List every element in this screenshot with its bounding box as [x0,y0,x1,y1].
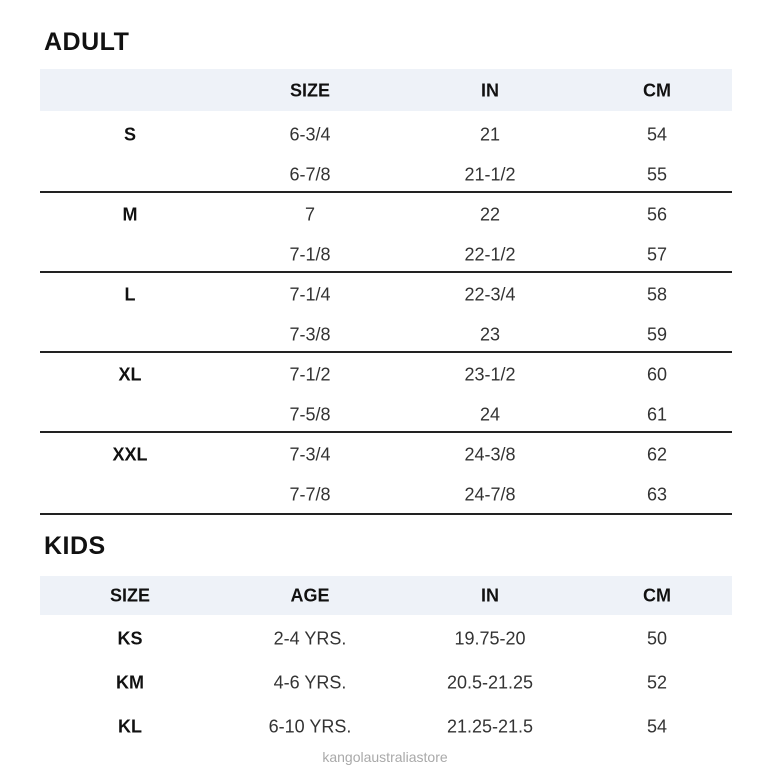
table-cell: 7-3/8 [289,324,331,345]
table-cell: 58 [646,284,668,305]
table-cell: 24-3/8 [464,444,516,465]
table-cell: 6-10 YRS. [268,716,352,737]
table-cell: 21 [479,124,501,145]
table-cell: 22 [479,204,501,225]
table-cell: 4-6 YRS. [273,672,347,693]
table-cell: 55 [646,164,668,185]
table-cell: 59 [646,324,668,345]
table-cell: 7-1/4 [289,284,331,305]
size-label: L [124,284,136,305]
group-divider [40,431,732,433]
column-header: IN [481,80,499,101]
group-divider [40,513,732,515]
table-cell: 54 [646,124,668,145]
table-cell: 7 [304,204,316,225]
column-header: CM [643,80,671,101]
table-cell: 7-7/8 [289,484,331,505]
size-label: XXL [112,444,148,465]
table-cell: 21-1/2 [464,164,516,185]
group-divider [40,351,732,353]
size-label: XL [118,364,142,385]
size-label: KL [118,716,142,737]
kids-title: KIDS [44,532,106,560]
table-cell: 60 [646,364,668,385]
table-cell: 20.5-21.25 [446,672,534,693]
watermark: kangolaustraliastore [322,749,448,765]
adult-title: ADULT [44,28,130,56]
adult-header-band [40,69,732,111]
group-divider [40,191,732,193]
size-label: S [123,124,137,145]
table-cell: 22-1/2 [464,244,516,265]
table-cell: 21.25-21.5 [446,716,534,737]
table-cell: 61 [646,404,668,425]
table-cell: 7-1/2 [289,364,331,385]
table-cell: 54 [646,716,668,737]
table-cell: 57 [646,244,668,265]
table-cell: 7-3/4 [289,444,331,465]
size-label: KM [116,672,144,693]
kids-header-band [40,576,732,615]
column-header: SIZE [289,80,331,101]
size-label: KS [117,628,143,649]
column-header: AGE [290,585,330,606]
table-cell: 19.75-20 [454,628,526,649]
table-cell: 23 [479,324,501,345]
table-cell: 24 [479,404,501,425]
table-cell: 62 [646,444,668,465]
table-cell: 7-5/8 [289,404,331,425]
table-cell: 22-3/4 [464,284,516,305]
column-header: IN [481,585,499,606]
table-cell: 56 [646,204,668,225]
size-label: M [122,204,138,225]
column-header: SIZE [109,585,151,606]
table-cell: 6-7/8 [289,164,331,185]
table-cell: 23-1/2 [464,364,516,385]
table-cell: 6-3/4 [289,124,331,145]
table-cell: 63 [646,484,668,505]
table-cell: 2-4 YRS. [273,628,347,649]
table-cell: 50 [646,628,668,649]
group-divider [40,271,732,273]
table-cell: 7-1/8 [289,244,331,265]
table-cell: 24-7/8 [464,484,516,505]
table-cell: 52 [646,672,668,693]
column-header: CM [643,585,671,606]
